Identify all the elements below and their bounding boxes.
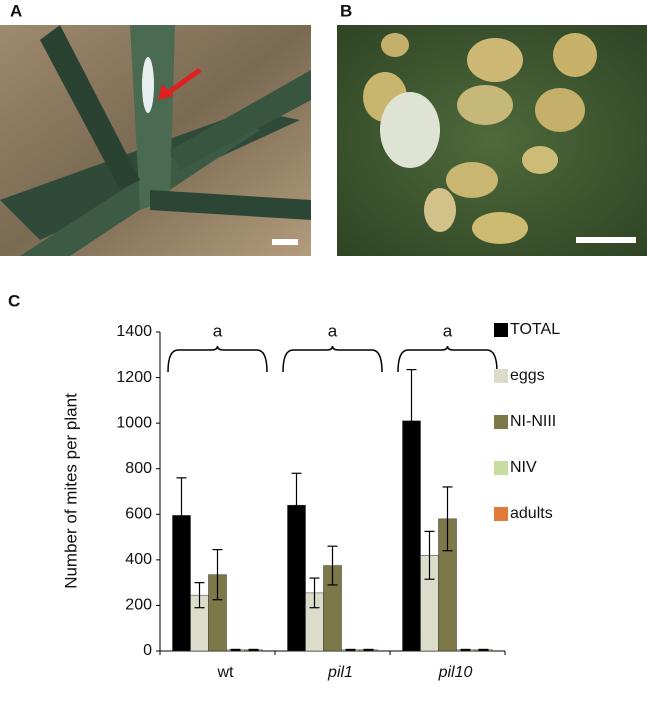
y-tick-label: 400	[125, 551, 152, 568]
error-bar	[291, 472, 302, 538]
y-tick-label: 200	[125, 597, 152, 614]
panel-label: A	[10, 1, 22, 20]
error-bar	[176, 477, 187, 554]
error-bar	[363, 648, 374, 651]
legend-label: adults	[510, 505, 553, 522]
legend-swatch	[494, 415, 508, 429]
annotation: a	[328, 321, 338, 340]
y-tick-label: 800	[125, 460, 152, 477]
error-bar	[212, 549, 223, 601]
y-tick-label: 1000	[116, 414, 152, 431]
error-bar	[230, 648, 241, 651]
error-bar	[327, 545, 338, 586]
error-bar	[424, 530, 435, 580]
error-bar	[442, 486, 453, 552]
legend-label: NIV	[510, 459, 537, 476]
x-tick-label: wt	[217, 664, 235, 681]
error-bar	[345, 648, 356, 651]
bracket	[167, 345, 268, 373]
legend-swatch	[494, 323, 508, 337]
bracket	[397, 345, 498, 373]
error-bar	[309, 577, 320, 609]
error-bar	[248, 648, 259, 651]
legend-label: eggs	[510, 367, 545, 384]
annotation: a	[213, 321, 223, 340]
error-bar	[460, 648, 471, 651]
legend-label: TOTAL	[510, 321, 560, 338]
x-tick-label: pil10	[438, 664, 473, 681]
legend-swatch	[494, 461, 508, 475]
photo-b	[337, 25, 647, 256]
panel-label: B	[340, 1, 352, 20]
annotation: a	[443, 321, 453, 340]
y-tick-label: 1200	[116, 369, 152, 386]
error-bar	[194, 582, 205, 609]
error-bar	[406, 368, 417, 473]
y-tick-label: 1400	[116, 323, 152, 340]
y-tick-label: 0	[143, 642, 152, 659]
photo-a	[0, 25, 311, 256]
y-axis-label: Number of mites per plant	[61, 393, 80, 589]
panel-label: C	[8, 291, 20, 310]
error-bar	[478, 648, 489, 651]
bracket	[282, 345, 383, 373]
x-tick-label: pil1	[327, 664, 353, 681]
legend-swatch	[494, 369, 508, 383]
legend-label: NI-NIII	[510, 413, 556, 430]
legend-swatch	[494, 507, 508, 521]
y-tick-label: 600	[125, 506, 152, 523]
